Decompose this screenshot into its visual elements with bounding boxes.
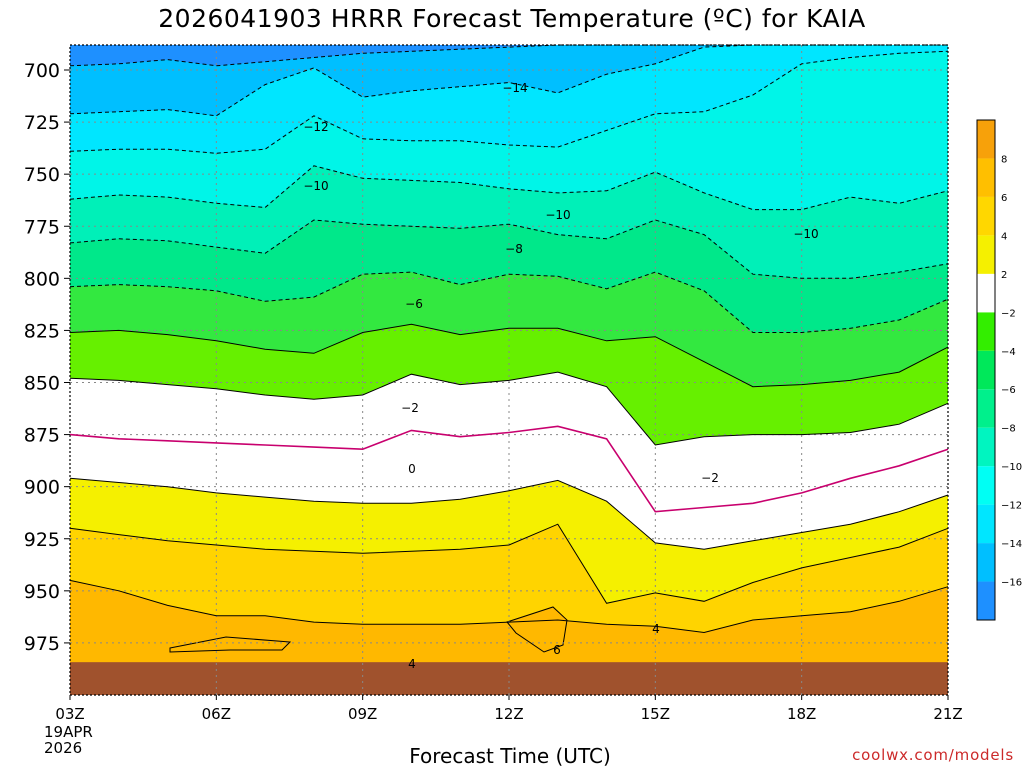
colorbar-tick-label: −4: [1001, 347, 1016, 358]
colorbar-tick-label: 2: [1001, 270, 1007, 281]
y-tick-label: 950: [24, 581, 60, 603]
contour-label: 6: [553, 643, 561, 657]
colorbar-box: [977, 120, 995, 159]
colorbar-box: [977, 312, 995, 351]
axes-layer: 700 725 750 775 800 825 850 875 900 925 950 975 03Z 0…: [24, 44, 963, 723]
colorbar-box: [977, 196, 995, 236]
fill-band: [70, 372, 948, 512]
ground-fill: [70, 662, 948, 695]
y-tick-label: 900: [24, 477, 60, 499]
colorbar-ticks: −16 −14 −12 −10 −8 −6 −4 −2 2 4 6 8: [1001, 154, 1022, 588]
date-line-2: 2026: [44, 739, 83, 757]
credit-text: coolwx.com/models: [852, 746, 1014, 764]
contour-label: −12: [303, 120, 328, 134]
y-tick-label: 750: [24, 164, 60, 186]
x-axis-label: Forecast Time (UTC): [409, 744, 611, 768]
isotherm-0: [69, 425, 949, 513]
colorbar-tick-label: −8: [1001, 424, 1016, 435]
grid-layer: [70, 45, 948, 695]
isotherm-m6: [69, 271, 949, 333]
x-tick-label: 09Z: [348, 705, 377, 723]
contour-label: 4: [408, 657, 416, 671]
colorbar-box: [977, 581, 995, 620]
contour-label: −6: [405, 297, 423, 311]
colorbar-tick-label: −2: [1001, 308, 1016, 319]
colorbar-box: [977, 466, 995, 505]
x-tick-label: 03Z: [55, 705, 84, 723]
contour-label: 0: [408, 462, 416, 476]
isotherm-m8: [69, 219, 949, 279]
colorbar-tick-label: −12: [1001, 501, 1022, 512]
contour-label: 4: [652, 622, 660, 636]
fill-band: [70, 51, 948, 210]
contour-label: −10: [303, 179, 328, 193]
y-tick-label: 975: [24, 633, 60, 655]
fill-band: [70, 220, 948, 333]
contour-label: −10: [545, 208, 570, 222]
fill-band: [70, 478, 948, 604]
x-tick-label: 18Z: [787, 705, 816, 723]
y-tick-label: 875: [24, 425, 60, 447]
fill-band: [70, 426, 948, 550]
contour-labels-layer: −14 −12 −10 −10 −10 −8 −6 −2 0 −2 4 4 6: [303, 81, 818, 671]
colorbar-box: [977, 158, 995, 197]
date-line-1: 19APR: [44, 723, 93, 741]
contour-label: −14: [502, 81, 527, 95]
x-tick-label: 21Z: [933, 705, 962, 723]
contour-label: −2: [401, 401, 419, 415]
contour-label: −2: [701, 471, 719, 485]
isotherm-m10: [69, 165, 949, 211]
colorbar-tick-label: −10: [1001, 462, 1022, 473]
y-tick-label: 775: [24, 216, 60, 238]
y-tick-label: 800: [24, 268, 60, 290]
fill-band: [70, 272, 948, 387]
y-tick-label: 925: [24, 529, 60, 551]
fill-band: [70, 45, 948, 116]
colorbar-tick-label: 6: [1001, 193, 1007, 204]
contour-label: −10: [793, 227, 818, 241]
x-tick-label: 06Z: [202, 705, 231, 723]
isotherm-m4: [69, 323, 949, 388]
colorbar-tick-label: 8: [1001, 154, 1007, 165]
isotherm-m2: [69, 371, 949, 446]
warm-pocket: [506, 606, 568, 653]
y-tick-label: 725: [24, 112, 60, 134]
fill-band: [70, 324, 948, 445]
colorbar-boxes: [976, 119, 996, 621]
colorbar-tick-label: 4: [1001, 231, 1007, 242]
colorbar-box: [977, 235, 995, 274]
y-tick-label: 700: [24, 60, 60, 82]
colorbar-tick-label: −16: [1001, 578, 1022, 589]
colorbar-tick-label: −6: [1001, 385, 1016, 396]
x-tick-label: 12Z: [494, 705, 523, 723]
colorbar-box: [977, 350, 995, 390]
warm-pocket-left: [169, 636, 292, 653]
colorbar-tick-label: −14: [1001, 539, 1022, 550]
chart-title: 2026041903 HRRR Forecast Temperature (ºC…: [158, 4, 866, 33]
y-tick-label: 825: [24, 320, 60, 342]
contours-layer: [69, 44, 949, 634]
contour-label: −8: [505, 242, 523, 256]
fill-band: [70, 524, 948, 633]
x-tick-label: 15Z: [641, 705, 670, 723]
isotherm-4: [69, 523, 949, 604]
colorbar-box: [977, 273, 995, 313]
fill-band: [70, 165, 948, 279]
ground-layer: [70, 662, 948, 695]
isotherm-2: [69, 477, 949, 550]
colorbar-box: [977, 543, 995, 582]
y-tick-label: 850: [24, 373, 60, 395]
isotherm-m12: [69, 50, 949, 154]
colorbar-box: [977, 389, 995, 428]
colorbar-box: [977, 427, 995, 467]
colorbar-frame: [976, 119, 996, 621]
isotherm-6: [69, 579, 949, 634]
colorbar-box: [977, 504, 995, 544]
